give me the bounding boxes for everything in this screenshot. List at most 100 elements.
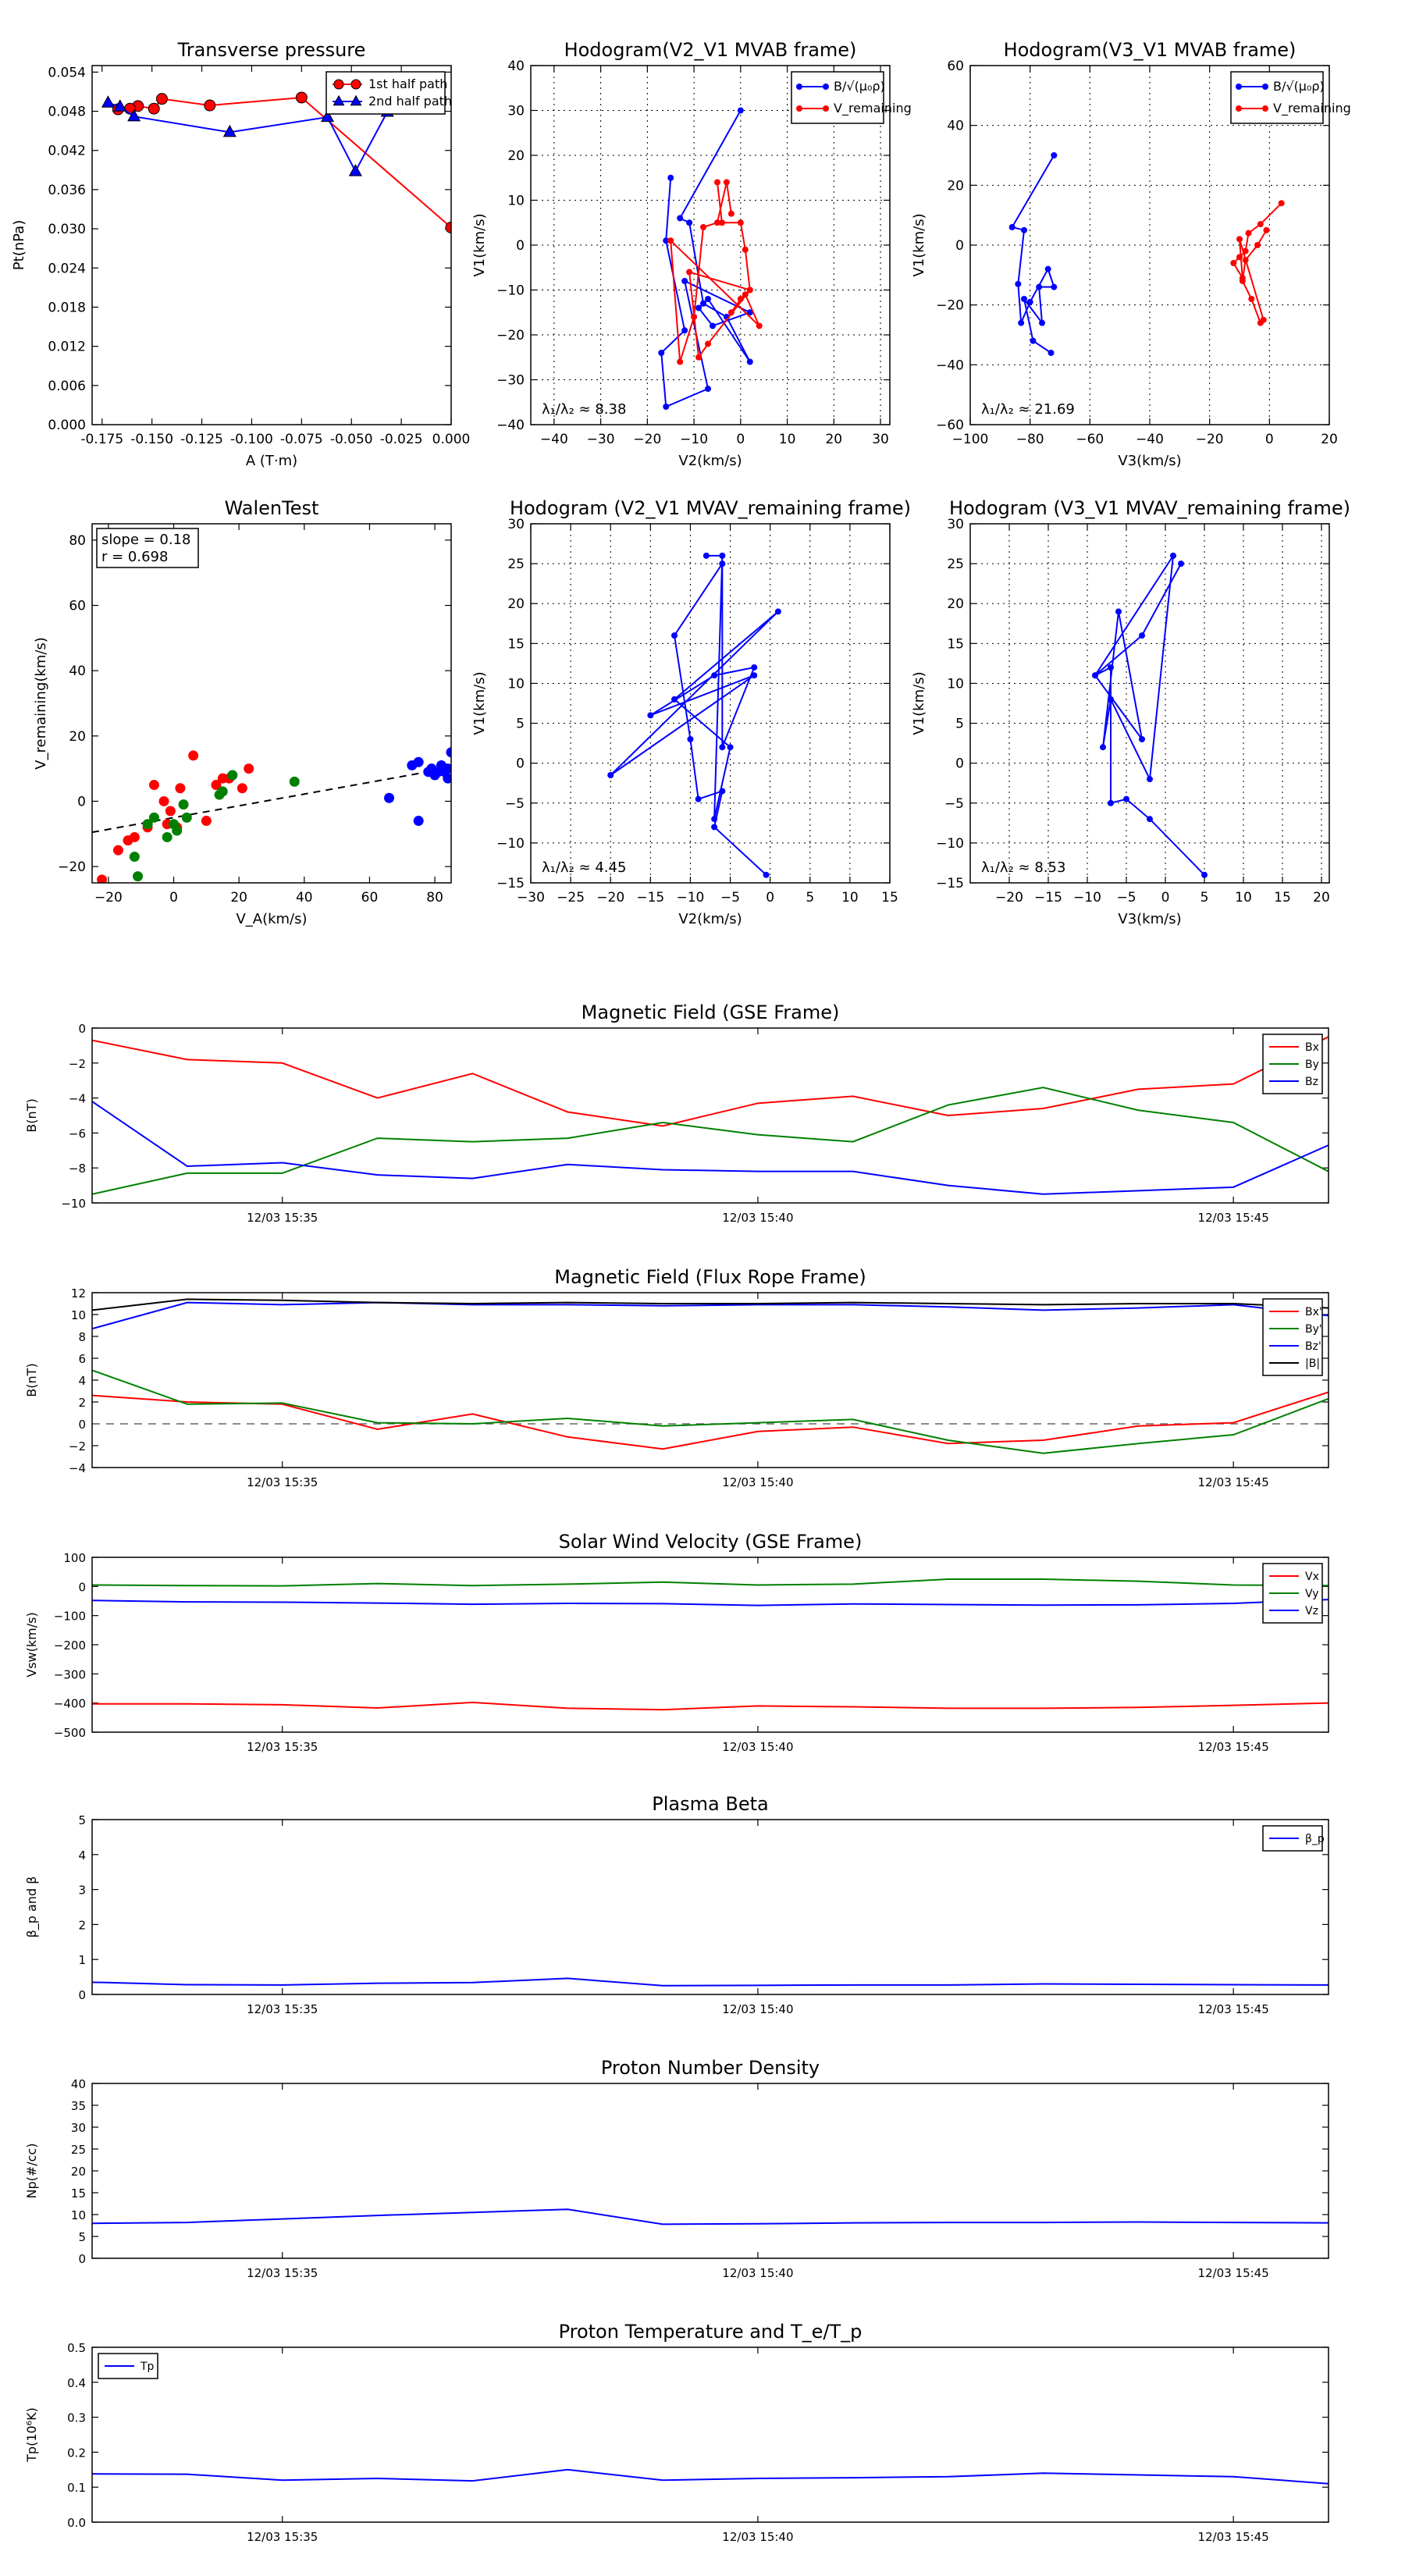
y-tick-label: 0.0 (67, 2516, 86, 2530)
data-marker (702, 552, 710, 559)
data-marker (700, 224, 707, 230)
scatter-point (148, 780, 159, 791)
plot-area (92, 1036, 1329, 1195)
plot-area (92, 1298, 1329, 1454)
y-tick-label: −100 (54, 1610, 86, 1624)
y-tick-label: 0 (78, 1418, 86, 1432)
x-tick-label: 10 (779, 432, 796, 447)
data-marker (667, 237, 674, 244)
data-marker (1008, 224, 1016, 230)
legend-label: V_remaining (834, 101, 912, 116)
y-tick-label: 25 (71, 2143, 86, 2157)
plot-area (1092, 552, 1208, 878)
axes-frame (91, 1027, 1329, 1204)
chart-title: Plasma Beta (652, 1793, 768, 1815)
data-marker (1147, 776, 1153, 783)
x-tick-label: 12/03 15:40 (722, 1211, 793, 1225)
plot-area (1008, 152, 1285, 356)
data-marker (1108, 696, 1114, 703)
x-tick-label: 0.000 (432, 432, 471, 447)
data-marker (1254, 242, 1261, 248)
y-tick-label: 0.018 (48, 300, 86, 315)
x-tick-label: 12/03 15:45 (1198, 2530, 1269, 2544)
series-line-p (92, 1977, 1329, 1987)
scatter-point (413, 816, 424, 827)
x-tick-label: 12/03 15:35 (247, 2530, 318, 2544)
series-line-By (92, 1369, 1329, 1454)
eigen-ratio-annotation: λ₁/λ₂ ≈ 8.53 (981, 859, 1065, 876)
plot-area (92, 2208, 1329, 2226)
y-tick-label: 30 (947, 517, 964, 532)
x-tick-label: 0 (1265, 432, 1274, 447)
scatter-point (446, 747, 451, 758)
y-tick-label: −40 (936, 358, 964, 373)
legend-marker (333, 94, 345, 106)
series-line-Vx (92, 1701, 1329, 1711)
y-tick-label: 0.4 (67, 2376, 86, 2390)
data-marker (607, 772, 614, 778)
data-marker (677, 358, 684, 365)
series-line-Tp (92, 2468, 1329, 2485)
x-tick-label: −20 (94, 890, 123, 906)
y-tick-label: 4 (78, 1848, 86, 1863)
y-tick-label: 15 (947, 636, 964, 652)
data-marker (1236, 236, 1243, 243)
chart-title: Transverse pressure (177, 39, 366, 61)
scatter-point (201, 816, 212, 827)
data-marker (321, 109, 335, 123)
x-tick-label: 20 (1313, 890, 1330, 906)
y-tick-label: 0 (516, 756, 525, 772)
y-tick-label: −5 (505, 796, 525, 812)
scatter-point (244, 763, 254, 774)
legend-marker (1236, 84, 1242, 90)
data-marker (711, 672, 718, 679)
x-tick-label: −10 (676, 890, 704, 906)
legend-label: Vy (1305, 1588, 1319, 1600)
chart-beta: 12/03 15:35 12/03 15:40 12/03 15:45 0 1 2 3 4 5 P… (24, 1793, 1329, 2016)
y-tick-label: −20 (936, 298, 964, 314)
y-tick-label: 0.048 (48, 105, 86, 120)
x-tick-label: 80 (426, 890, 443, 906)
scatter-point (165, 806, 176, 817)
data-marker (737, 296, 744, 302)
data-marker (1236, 254, 1243, 261)
x-tick-label: −10 (1073, 890, 1101, 906)
x-tick-label: −80 (1016, 432, 1044, 447)
y-tick-label: 10 (71, 1308, 86, 1322)
legend-label: Bz' (1305, 1340, 1321, 1353)
y-tick-label: 15 (71, 2186, 86, 2201)
x-tick-label: 5 (806, 890, 814, 906)
scatter-point (129, 852, 140, 863)
data-marker (1036, 283, 1043, 290)
series-line-Vremaining (670, 182, 760, 362)
y-tick-label: 60 (69, 599, 86, 614)
data-marker (719, 560, 726, 568)
y-tick-label: −500 (54, 1726, 86, 1740)
legend-label: Bz (1305, 1076, 1318, 1088)
legend-label: Vz (1305, 1605, 1318, 1617)
scatter-point (413, 756, 424, 767)
y-tick-label: −30 (496, 373, 525, 389)
x-tick-label: 60 (361, 890, 379, 906)
y-tick-label: 2 (78, 1396, 86, 1410)
x-tick-label: −60 (1076, 432, 1104, 447)
data-marker (1242, 257, 1249, 264)
data-marker (148, 102, 160, 115)
data-marker (1242, 247, 1249, 254)
y-tick-label: 40 (947, 119, 964, 134)
data-marker (1030, 337, 1037, 344)
y-tick-label: 5 (78, 1813, 86, 1827)
y-tick-label: 25 (507, 557, 525, 572)
scatter-point (112, 845, 123, 856)
x-tick-label: 10 (1235, 890, 1252, 906)
y-tick-label: −10 (496, 836, 525, 852)
legend-label: V_remaining (1273, 101, 1351, 116)
y-tick-label: 0.2 (67, 2446, 86, 2460)
stats-line: r = 0.698 (101, 549, 168, 565)
y-tick-label: −20 (496, 328, 525, 343)
x-tick-label: −15 (636, 890, 664, 906)
y-tick-label: 25 (947, 557, 964, 572)
y-tick-label: 0.054 (48, 65, 86, 80)
chart-h1: −40 −30 −20 −10 0 10 20 30 −40 −30 −20 −10 0 10 20 30 40… (471, 39, 912, 469)
data-marker (1021, 226, 1027, 233)
